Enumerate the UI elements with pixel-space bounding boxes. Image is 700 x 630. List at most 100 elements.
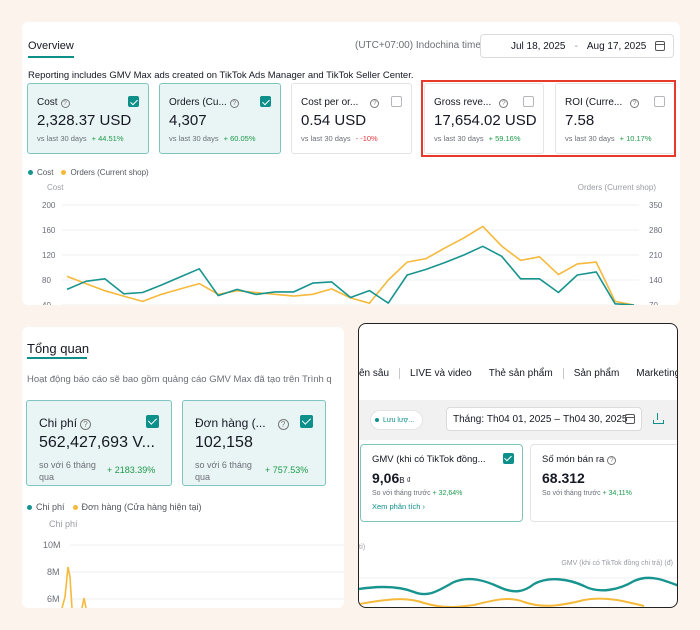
legend-cost[interactable]: Cost (28, 168, 53, 177)
metric-compare: So với tháng trước (372, 490, 431, 497)
metric-card-items-sold[interactable]: Số món bán ra? 68.312 So với tháng trước… (530, 444, 677, 522)
legend-orders[interactable]: Orders (Current shop) (61, 168, 149, 177)
cost-series-line (66, 245, 635, 305)
y-tick: 10M (43, 540, 61, 550)
legend-don-hang[interactable]: Đơn hàng (Cửa hàng hiện tại) (72, 502, 202, 512)
legend-label: Cost (37, 168, 54, 177)
metric-compare: so với 6 tháng qua (39, 460, 96, 482)
legend-label: Chi phí (36, 502, 65, 512)
chart-legend: Cost Orders (Current shop) (28, 168, 157, 177)
tab-overview[interactable]: Overview (28, 40, 74, 52)
metric-value: 7.58 (565, 112, 595, 129)
metric-checkbox[interactable] (300, 415, 313, 428)
items-series-line (359, 597, 645, 607)
metric-card-cost-per-order[interactable]: Cost per or...? 0.54 USD vs last 30 days… (291, 83, 412, 154)
gmv-line-chart (359, 576, 677, 607)
nav-item-the-san-pham[interactable]: Thẻ sản phẩm (488, 368, 553, 379)
help-icon[interactable]: ? (370, 99, 380, 108)
y-tick: 8M (47, 567, 60, 577)
timezone-label: (UTC+07:00) Indochina time (355, 40, 481, 51)
metric-card-cost[interactable]: Cost? 2,328.37 USD vs last 30 days + 44.5… (27, 83, 149, 154)
metric-change: + 60.05% (223, 134, 256, 143)
help-icon[interactable]: ? (80, 419, 92, 430)
overview-panel-vi: Tổng quan Hoạt động báo cáo sẽ bao gồm q… (22, 327, 344, 608)
y-right-tick: 280 (649, 226, 663, 235)
legend-dot (61, 170, 67, 175)
orders-series-spike (81, 597, 87, 608)
metric-card-orders[interactable]: Orders (Cu...? 4,307 vs last 30 days + 60… (159, 83, 281, 154)
date-separator: – (554, 413, 560, 425)
metric-checkbox[interactable] (128, 96, 139, 107)
legend-chi-phi[interactable]: Chi phí (27, 502, 65, 512)
metric-change: + 34,11% (602, 490, 632, 497)
date-start: Th04 01, 2025 (486, 413, 552, 425)
month-picker[interactable]: Tháng: Th04 01, 2025 – Th04 30, 2025 (446, 407, 642, 431)
y-left-tick: 120 (42, 251, 56, 260)
overview-line-chart (62, 204, 639, 305)
metric-unit: B ₫ (399, 476, 411, 485)
help-icon[interactable]: ? (229, 99, 239, 108)
tab-tong-quan[interactable]: Tổng quan (27, 341, 90, 356)
metric-change: + 59.16% (488, 134, 521, 143)
metric-value: 9,06 (372, 470, 400, 486)
metric-value: 17,654.02 USD (434, 112, 537, 129)
nav-item-chuyen-sau[interactable]: ên sâu (359, 368, 390, 379)
metric-label: GMV (khi có TikTok đồng... (372, 454, 486, 465)
traffic-chip[interactable]: Lưu lượ... (370, 410, 424, 430)
y-left-tick: 160 (42, 226, 56, 235)
metric-compare: vs last 30 days (565, 134, 615, 143)
y-tick: 6M (47, 594, 60, 604)
calendar-icon[interactable] (655, 41, 665, 51)
metric-checkbox[interactable] (523, 96, 534, 107)
metric-checkbox[interactable] (391, 96, 402, 107)
date-separator: - (574, 40, 578, 52)
metric-label: Cost (37, 97, 58, 108)
metric-card-gmv[interactable]: GMV (khi có TikTok đồng... 9,06B ₫ So vớ… (360, 444, 523, 522)
chi-phi-line-chart (61, 544, 344, 608)
nav-item-san-pham[interactable]: Sản phẩm (573, 368, 620, 379)
nav-separator (562, 368, 564, 379)
legend-dot (72, 504, 78, 510)
help-icon[interactable]: ? (499, 99, 509, 108)
view-analysis-link[interactable]: Xem phân tích › (372, 502, 425, 511)
calendar-icon[interactable] (625, 414, 635, 424)
date-start: Jul 18, 2025 (511, 40, 566, 52)
metric-value: 0.54 USD (301, 112, 367, 129)
metric-label: Cost per or... (301, 97, 359, 108)
metric-card-roi[interactable]: ROI (Curre...? 7.58 vs last 30 days + 10.… (555, 83, 675, 154)
date-end: Aug 17, 2025 (586, 40, 647, 52)
metric-checkbox[interactable] (503, 453, 514, 464)
help-icon[interactable]: ? (607, 456, 617, 465)
help-icon[interactable]: ? (630, 99, 640, 108)
metric-checkbox[interactable] (260, 96, 271, 107)
metric-card-chi-phi[interactable]: Chi phí? 562,427,693 V... so với 6 tháng… (26, 400, 172, 486)
date-range-picker[interactable]: Jul 18, 2025 - Aug 17, 2025 (480, 34, 674, 58)
metric-label: ROI (Curre... (565, 97, 623, 108)
metric-checkbox[interactable] (146, 415, 159, 428)
reporting-note: Reporting includes GMV Max ads created o… (28, 70, 414, 81)
y-left-title: Cost (47, 183, 64, 192)
metric-card-don-hang[interactable]: Đơn hàng (...? 102,158 so với 6 tháng qu… (182, 400, 326, 486)
legend-label: Đơn hàng (Cửa hàng hiện tại) (81, 502, 202, 512)
tab-underline (27, 357, 87, 359)
metric-change: - -10% (355, 134, 378, 143)
metric-checkbox[interactable] (654, 96, 665, 107)
help-icon[interactable]: ? (60, 99, 70, 108)
metric-change: + 757.53% (265, 465, 309, 475)
tab-underline (28, 56, 74, 58)
y-title: Chi phí (49, 519, 78, 529)
metric-label: Gross reve... (434, 97, 492, 108)
metric-label: Đơn hàng (... (195, 416, 266, 430)
metric-compare: vs last 30 days (434, 134, 484, 143)
nav-item-marketing[interactable]: Marketing (636, 368, 678, 379)
metric-compare: vs last 30 days (37, 134, 87, 143)
help-icon[interactable]: ? (277, 419, 289, 430)
y-left-tick: 80 (42, 276, 51, 285)
y-left-tick: 200 (42, 201, 56, 210)
metric-compare: so với 6 tháng qua (195, 460, 252, 482)
nav-item-live-video[interactable]: LIVE và video (410, 368, 472, 379)
date-label: Tháng: (453, 413, 485, 425)
download-icon[interactable] (653, 413, 664, 424)
y-right-tick: 350 (649, 201, 663, 210)
metric-card-gross-revenue[interactable]: Gross reve...? 17,654.02 USD vs last 30 … (424, 83, 544, 154)
